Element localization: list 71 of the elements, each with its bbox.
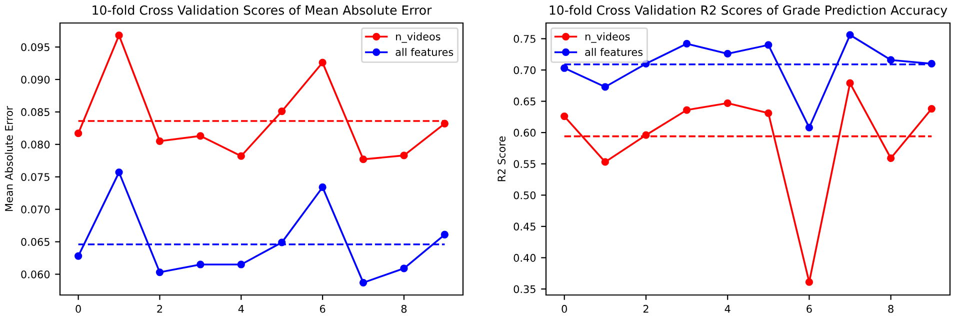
x-tick-label: 6 [320, 304, 326, 313]
point [724, 50, 732, 58]
point [601, 158, 609, 166]
point [74, 130, 82, 138]
point [560, 64, 568, 72]
y-tick-label: 0.60 [514, 128, 536, 137]
y-tick-label: 0.70 [514, 66, 536, 74]
y-tick-label: 0.45 [514, 222, 536, 231]
x-tick-label: 0 [562, 304, 567, 313]
point [278, 107, 286, 116]
y-tick-label: 0.090 [21, 76, 50, 84]
y-tick-label: 0.55 [514, 160, 536, 168]
y-tick-label: 0.080 [21, 140, 50, 148]
chart-title: 10-fold Cross Validation Scores of Mean Absolute Error [92, 5, 432, 15]
point [115, 168, 123, 176]
y-tick-label: 0.060 [21, 270, 50, 278]
y-tick-label: 0.075 [21, 173, 50, 181]
y-tick-label: 0.065 [21, 238, 50, 246]
y-axis-title: Mean Absolute Error [4, 106, 13, 211]
point [805, 124, 814, 132]
y-tick-label: 0.095 [21, 43, 50, 52]
x-tick-label: 0 [76, 304, 81, 313]
legend-label: n_videos [585, 32, 630, 43]
chart-title: 10-fold Cross Validation R2 Scores of Grade Prediction Accuracy [550, 5, 948, 18]
point [156, 137, 164, 145]
point [196, 132, 204, 140]
point [440, 120, 448, 128]
x-tick-label: 4 [724, 305, 730, 313]
point [74, 252, 82, 260]
point [887, 56, 895, 64]
point [400, 152, 408, 160]
x-tick-label: 4 [238, 305, 244, 313]
y-tick-label: 0.40 [514, 254, 536, 262]
x-tick-label: 2 [643, 304, 648, 313]
point [359, 156, 368, 164]
point [887, 154, 895, 162]
point [359, 278, 368, 286]
legend-label: all features [396, 48, 454, 56]
point [318, 58, 326, 66]
point [805, 278, 814, 286]
y-tick-label: 0.65 [514, 98, 536, 106]
point [764, 41, 772, 49]
x-tick-label: 2 [157, 304, 162, 313]
legend-label: all features [585, 48, 643, 56]
point [601, 83, 609, 91]
y-tick-label: 0.50 [514, 191, 536, 200]
point [440, 230, 448, 238]
y-tick-label: 0.085 [21, 108, 50, 116]
point [682, 40, 691, 48]
point [115, 32, 123, 40]
point [156, 268, 164, 276]
point [846, 31, 854, 39]
x-tick-label: 8 [401, 304, 407, 313]
x-tick-label: 8 [888, 304, 894, 313]
point [196, 260, 204, 268]
point [928, 104, 936, 113]
point [724, 99, 732, 107]
point [237, 260, 245, 268]
point [400, 264, 408, 272]
y-tick-label: 0.75 [514, 34, 536, 43]
y-tick-label: 0.35 [514, 285, 536, 294]
x-tick-label: 6 [806, 304, 812, 313]
y-tick-label: 0.070 [21, 206, 50, 214]
point [318, 183, 326, 192]
point [560, 112, 568, 120]
y-axis-title: R2 Score [498, 136, 506, 182]
point [764, 109, 772, 117]
point [682, 106, 691, 114]
point [846, 79, 854, 87]
legend-label: n_videos [396, 32, 440, 43]
point [237, 152, 245, 160]
